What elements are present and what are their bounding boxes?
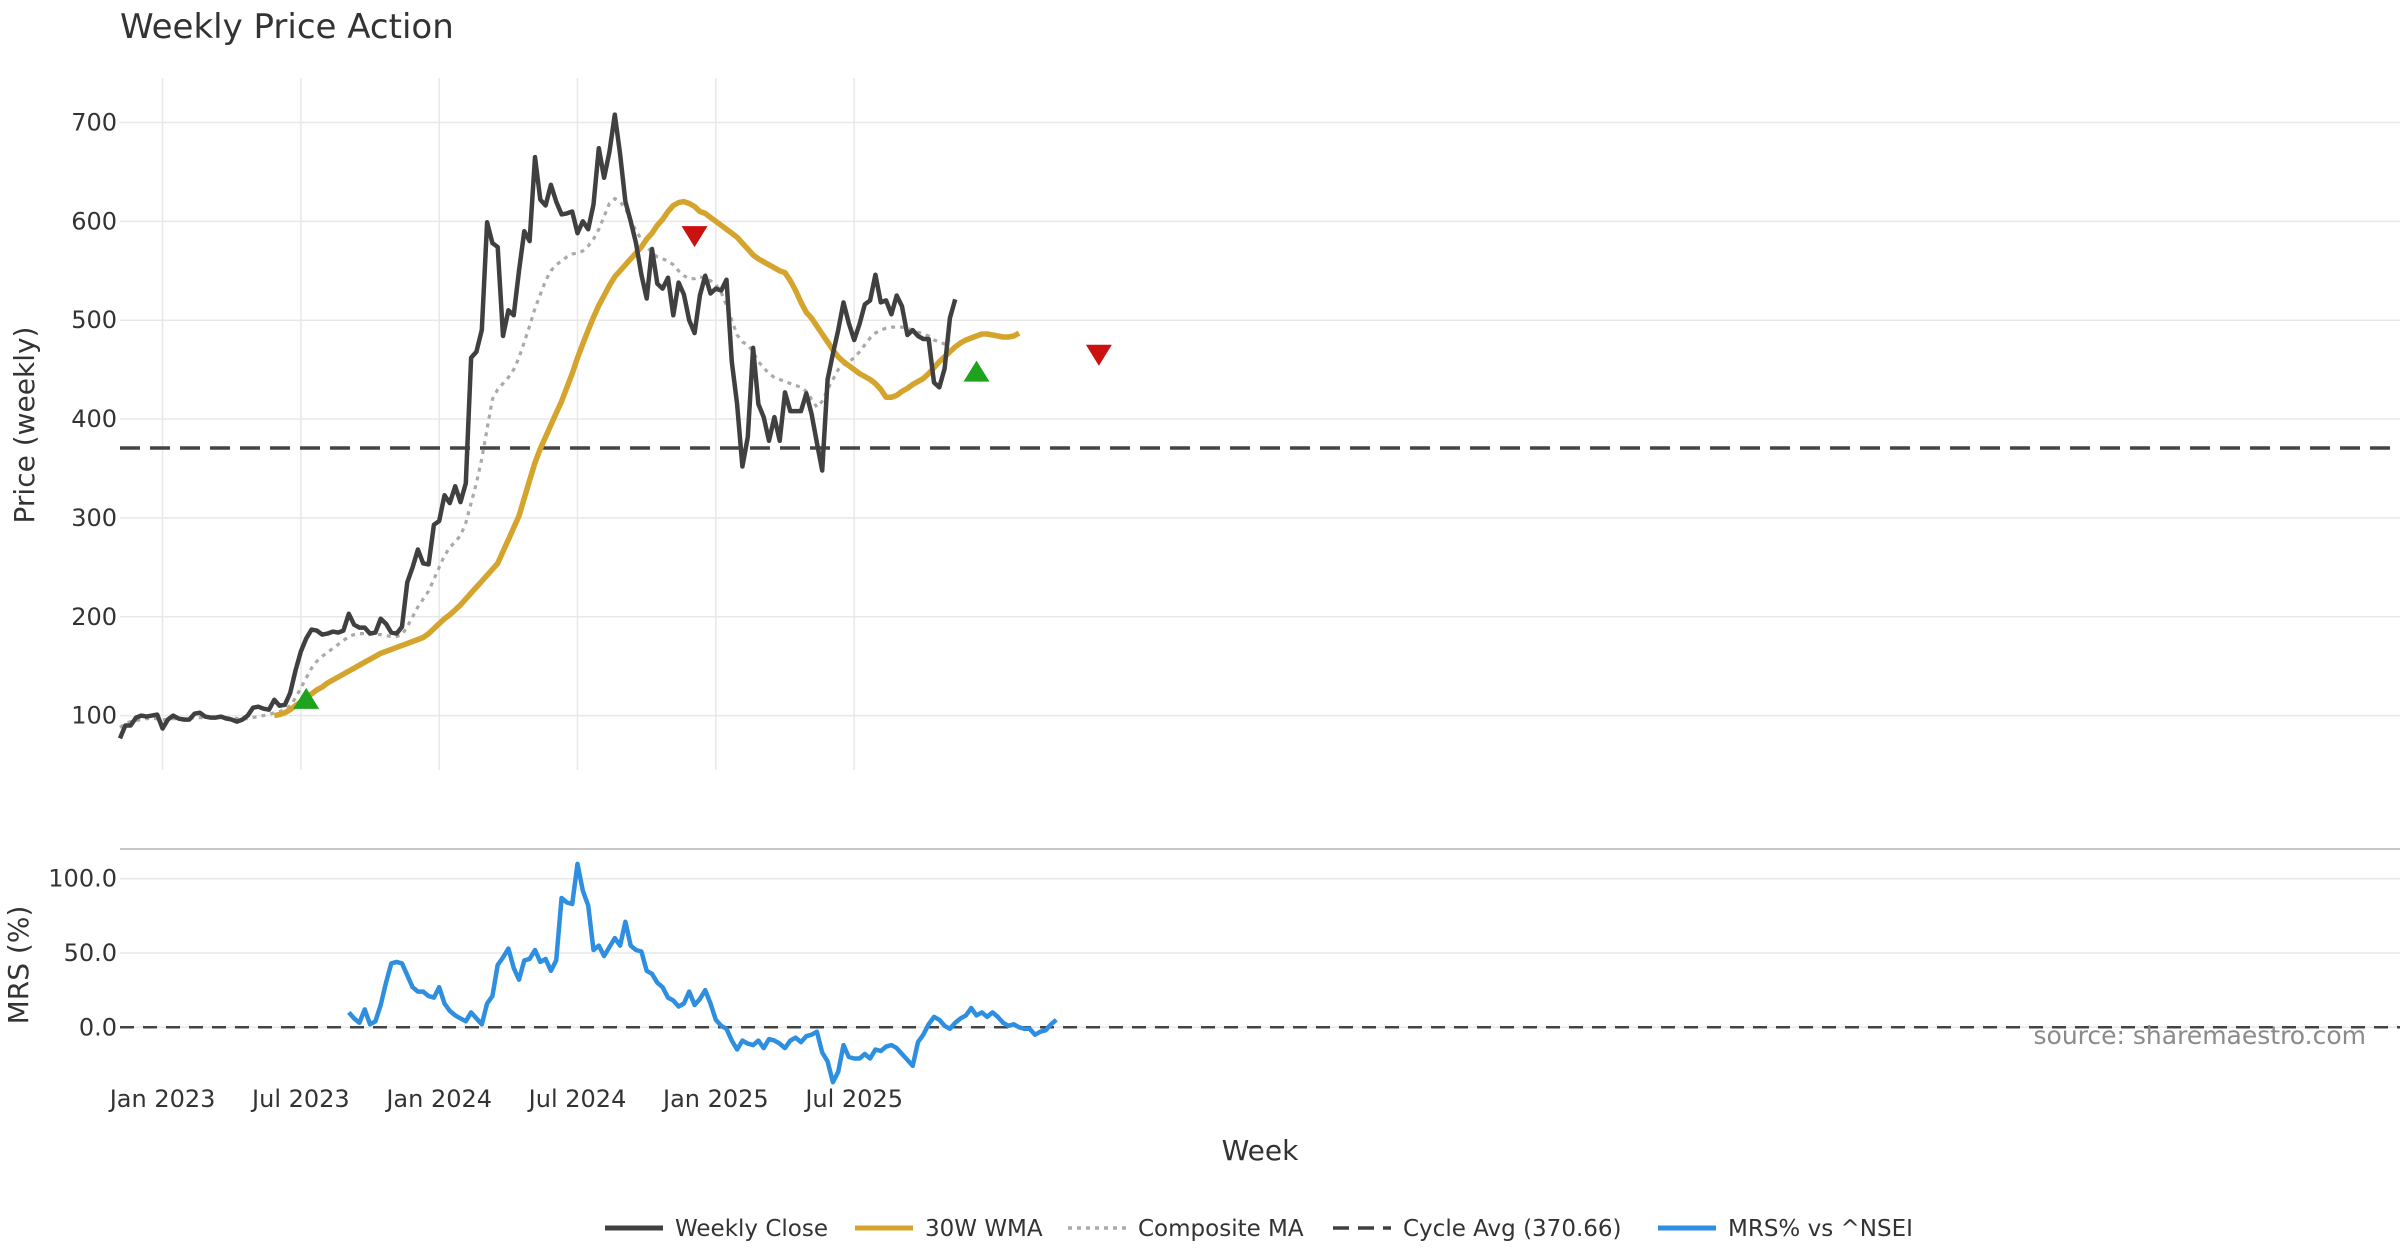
x-tick-label: Jul 2024 [527,1085,627,1113]
mrs-y-tick-label: 50.0 [64,939,117,967]
price-y-tick-label: 700 [71,108,117,136]
legend-label: 30W WMA [925,1216,1043,1242]
grid [120,78,2400,1029]
weekly-close-line [117,112,958,740]
price-y-axis-label: Price (weekly) [8,327,41,524]
x-tick-label: Jan 2023 [108,1085,216,1113]
legend-label: Cycle Avg (370.66) [1403,1216,1622,1242]
price-y-tick-label: 100 [71,702,117,730]
buy-signal-marker [963,360,990,382]
legend-label: Composite MA [1138,1216,1304,1242]
buy-signal-marker [293,687,320,709]
mrs-y-axis-label: MRS (%) [2,906,35,1025]
price-y-tick-label: 400 [71,405,117,433]
x-tick-label: Jan 2025 [661,1085,769,1113]
mrs-panel [120,861,2400,1085]
x-axis-label: Week [1222,1134,1299,1167]
price-panel [117,112,2400,740]
sell-signal-marker [681,226,708,248]
wma-30-line [273,198,1021,719]
price-y-tick-label: 500 [71,306,117,334]
x-tick-label: Jul 2025 [803,1085,903,1113]
sell-signal-marker [1085,344,1112,366]
composite-ma-line [119,196,951,729]
x-tick-label: Jul 2023 [250,1085,350,1113]
legend: Weekly Close 30W WMA Composite MA Cycle Avg… [605,1216,1913,1242]
mrs-line [347,861,1058,1085]
price-y-tick-label: 300 [71,504,117,532]
legend-label: Weekly Close [675,1216,828,1242]
x-tick-label: Jan 2024 [384,1085,492,1113]
source-credit: source: sharemaestro.com [2034,1021,2367,1050]
mrs-y-tick-label: 0.0 [79,1013,117,1041]
mrs-y-tick-label: 100.0 [48,865,117,893]
chart-title: Weekly Price Action [120,7,454,47]
price-y-tick-label: 600 [71,207,117,235]
price-y-tick-label: 200 [71,603,117,631]
axes: Price (weekly) MRS (%) Week source: shar… [2,108,2400,1167]
legend-label: MRS% vs ^NSEI [1728,1216,1913,1242]
